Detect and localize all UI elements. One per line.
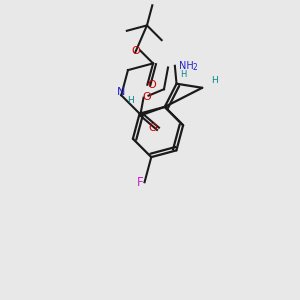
Text: O: O	[132, 46, 141, 56]
Text: NH: NH	[179, 61, 194, 71]
Text: O: O	[147, 80, 156, 90]
Text: O: O	[142, 92, 151, 102]
Text: 2: 2	[193, 63, 198, 72]
Text: F: F	[137, 176, 144, 189]
Text: O: O	[148, 123, 158, 133]
Text: H: H	[127, 96, 134, 105]
Text: H: H	[211, 76, 217, 85]
Text: N: N	[117, 87, 125, 97]
Text: H: H	[180, 70, 186, 79]
